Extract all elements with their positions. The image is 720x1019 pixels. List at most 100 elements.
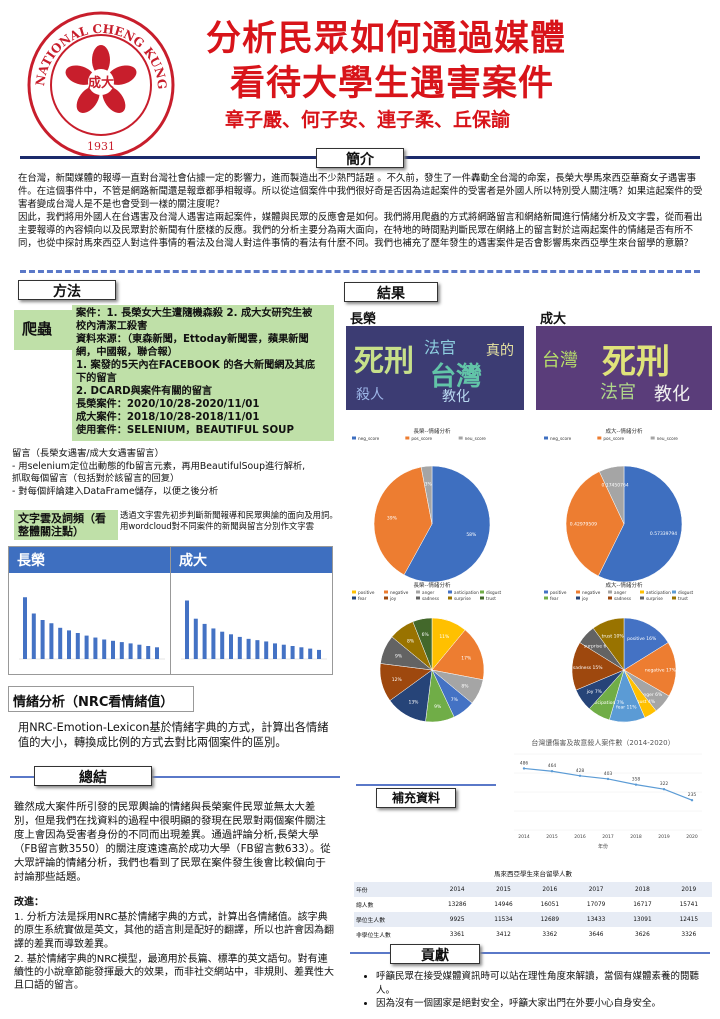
- pie-slice-label: anger 6%: [641, 692, 663, 698]
- freq-bar: [119, 642, 124, 659]
- freq-bar: [102, 639, 107, 659]
- pie-slice: [598, 465, 625, 525]
- line-point: [522, 767, 526, 770]
- table-cell: 12415: [665, 912, 712, 927]
- freq-bar: [49, 623, 54, 659]
- results-heading: 結果: [344, 282, 438, 302]
- legend-swatch: [352, 436, 356, 440]
- freq-bar: [146, 646, 151, 659]
- line-point-label: 322: [660, 781, 669, 787]
- pie-slice: [565, 471, 625, 577]
- table-cell: 學位生人數: [354, 912, 435, 927]
- pie-slice-label: 17%: [461, 656, 472, 662]
- nrc-label: 情緒分析（NRC看情緒值）: [8, 686, 194, 712]
- crawler-details: 案件：1. 長榮女大生遭隨機森殺 2. 成大女研究生被 校內清潔工殺害 資料來源…: [72, 305, 334, 441]
- freq-bar: [273, 643, 277, 659]
- legend-swatch: [672, 596, 676, 600]
- contrib-item: 呼籲民眾在接受媒體資訊時可以站在理性角度來解讀，當個有媒體素養的閱聽人。: [376, 970, 716, 997]
- pie-slice-label: 7%: [451, 697, 459, 703]
- pie-slice: [597, 465, 683, 583]
- freq-bar: [155, 647, 159, 659]
- word-frequency-panel-left: 長榮: [8, 546, 171, 675]
- contrib-list: 呼籲民眾在接受媒體資訊時可以站在理性角度來解讀，當個有媒體素養的閱聽人。 因為沒…: [356, 970, 716, 1011]
- comment-crawl-notes: 留言（長榮女遇害/成大女遇害留言） - 用selenium定位出動態的fb留言元…: [12, 448, 306, 497]
- improvements: 改進： 1. 分析方法是採用NRC基於情緒字典的方式，計算出各情緒值。該字典的原…: [14, 897, 334, 992]
- pie-slice-label: positive 16%: [627, 636, 657, 642]
- pie-slice: [592, 617, 625, 671]
- legend-label: positive: [550, 590, 567, 595]
- line-point-label: 486: [520, 760, 529, 766]
- supplement-heading: 補充資料: [376, 788, 456, 808]
- table-cell: 14946: [494, 901, 513, 908]
- poster-title-line1: 分析民眾如何通過媒體: [206, 19, 567, 59]
- pie-slice: [373, 466, 433, 576]
- pie-slice-label: surprise 6%: [584, 643, 611, 649]
- summary-heading: 總結: [34, 766, 152, 786]
- pie-slice-label: sadness 15%: [573, 665, 603, 671]
- line-point-label: 464: [548, 763, 557, 769]
- panel-right-title: 成大: [171, 547, 332, 573]
- x-tick-label: 2020: [686, 834, 698, 840]
- word-frequency-panel-right: 成大: [170, 546, 333, 675]
- legend-swatch: [384, 590, 388, 594]
- divider-dashed: [20, 270, 700, 273]
- pie-slice: [623, 642, 677, 697]
- pie-slice-label: 0.17450764: [602, 482, 629, 488]
- pie-slice-label: anticipation 7%: [589, 700, 625, 706]
- legend-swatch: [416, 590, 420, 594]
- table-cell: 16717: [633, 901, 652, 908]
- x-tick-label: 2015: [546, 834, 558, 840]
- table-cell: 2015: [480, 882, 527, 897]
- freq-bar: [111, 640, 115, 659]
- freq-bar: [58, 627, 63, 659]
- legend-swatch: [544, 596, 548, 600]
- pie-slice-label: fear 11%: [616, 704, 637, 710]
- pie-slice: [412, 617, 433, 671]
- legend-label: sadness: [614, 596, 631, 601]
- legend-swatch: [384, 596, 388, 600]
- contrib-heading: 貢獻: [390, 944, 480, 964]
- line-point: [578, 774, 582, 777]
- wordcloud-left: 死刑 法官 台灣 真的 教化 殺人: [346, 326, 524, 410]
- results-right-label: 成大: [540, 312, 567, 327]
- poster-title-line2: 看待大學生遇害案件: [230, 64, 555, 104]
- legend-swatch: [480, 596, 484, 600]
- pie-slice-label: 13%: [408, 699, 419, 705]
- table-cell: 9925: [434, 912, 481, 927]
- table-row: 非學位生人數 3361 3412 3362 3646 3626 3326: [354, 927, 712, 942]
- pie-title: 成大--情緒分析: [606, 427, 643, 435]
- x-tick-label: 2019: [658, 834, 670, 840]
- freq-bar: [75, 633, 80, 659]
- legend-label: sadness: [422, 596, 439, 601]
- legend-label: trust: [486, 596, 496, 601]
- table-cell: 非學位生人數: [356, 933, 391, 939]
- legend-swatch: [576, 596, 580, 600]
- table-cell: 3646: [588, 931, 604, 938]
- table-cell: 3626: [635, 931, 650, 938]
- freq-bar: [299, 647, 304, 659]
- table-cell: 15741: [679, 901, 699, 908]
- legend-label: fear: [550, 596, 559, 601]
- legend-label: joy: [581, 596, 589, 601]
- legend-swatch: [597, 436, 602, 440]
- legend-swatch: [640, 596, 644, 600]
- line-chart: 台灣遭傷害及故意殺人案件數（2014-2020） 486 2014 464 2015 42…: [514, 738, 702, 850]
- wordcloud-note: 透過文字雲先初步判斷新聞報導和民眾輿論的面向及用詞。用wordcloud對不同案…: [120, 510, 338, 531]
- pie-slice-label: 9%: [434, 704, 442, 710]
- table-cell: 13433: [572, 912, 620, 927]
- divider-contrib: [350, 952, 710, 954]
- svg-text:1931: 1931: [87, 140, 115, 153]
- legend-label: anticipation: [454, 590, 479, 595]
- freq-bar: [128, 643, 133, 659]
- pie-slice: [420, 465, 433, 525]
- authors: 章子嚴、何子安、連子柔、丘保諭: [225, 109, 511, 131]
- divider-supplement: [356, 784, 496, 786]
- freq-bar: [84, 635, 89, 659]
- legend-swatch: [544, 590, 548, 594]
- intro-paragraph-2: 因此，我們將用外國人在台遇害及台灣人遇害這兩起案件，媒體與民眾的反應會是如何。我…: [18, 212, 703, 249]
- legend-label: pos_score: [603, 436, 624, 441]
- legend-label: neu_score: [657, 436, 679, 441]
- legend-label: neg_score: [550, 436, 572, 441]
- intro-paragraph-1: 在台灣，新聞媒體的報導一直對台灣社會佔據一定的影響力，進而製造出不少熱門話題 。…: [18, 173, 703, 210]
- legend-swatch: [352, 590, 356, 594]
